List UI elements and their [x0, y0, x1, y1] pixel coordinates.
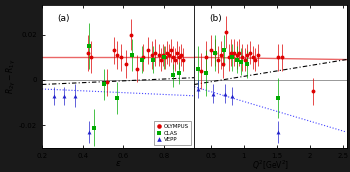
Text: (b): (b): [209, 14, 222, 23]
X-axis label: $Q^2$[GeV$^2$]: $Q^2$[GeV$^2$]: [252, 159, 289, 172]
Y-axis label: $R_{2\gamma}-R_{1\gamma}$: $R_{2\gamma}-R_{1\gamma}$: [5, 59, 18, 94]
Legend: OLYMPUS, CLAS, VEPP: OLYMPUS, CLAS, VEPP: [154, 121, 191, 145]
Text: (a): (a): [57, 14, 70, 23]
X-axis label: $\epsilon$: $\epsilon$: [115, 159, 121, 168]
